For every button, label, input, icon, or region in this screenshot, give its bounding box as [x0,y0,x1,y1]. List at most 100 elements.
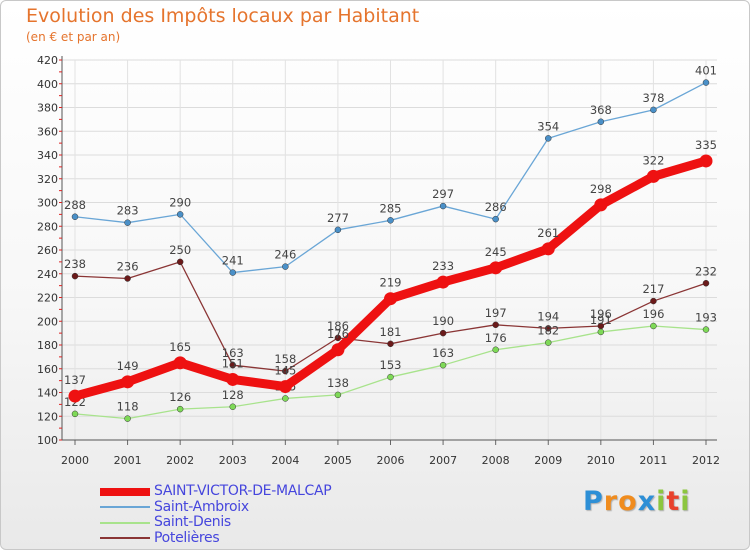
y-tick-label: 200 [37,315,58,328]
chart-subtitle: (en € et par an) [26,30,121,44]
x-tick-label: 2010 [587,454,615,467]
data-point [173,356,187,370]
data-point [436,275,450,289]
data-point [646,169,660,183]
y-tick-label: 240 [37,268,58,281]
data-point [699,154,713,168]
data-label: 163 [222,346,244,360]
y-tick-label: 260 [37,244,58,257]
logo-letter: t [666,486,681,517]
data-label: 219 [380,276,402,290]
data-label: 182 [537,324,559,338]
data-label: 368 [590,103,612,117]
data-point [541,242,555,256]
legend-swatch [100,487,150,496]
legend-label: Saint-Ambroix [154,498,249,515]
data-label: 128 [222,388,244,402]
x-tick-label: 2005 [324,454,352,467]
x-tick-label: 2011 [639,454,667,467]
data-label: 118 [117,400,139,414]
y-tick-label: 380 [37,102,58,115]
data-point [124,415,131,422]
data-point [650,297,657,305]
data-point [176,211,184,218]
x-tick-label: 2006 [377,454,405,467]
logo-letter: r [603,486,619,517]
series-poteli-res: 238 236 250 163 158 186 181 190 197 194 196 217 232 [64,243,717,375]
data-label: 158 [274,352,296,366]
legend-swatch [100,506,150,509]
data-label: 261 [537,226,559,240]
x-tick-label: 2002 [166,454,194,467]
data-point [334,391,342,399]
data-point [71,410,79,418]
data-label: 290 [169,195,191,209]
logo-letter: i [656,486,667,517]
data-point [594,198,608,212]
chart-title: Evolution des Impôts locaux par Habitant [26,5,420,27]
data-label: 197 [485,306,507,320]
logo-letter: o [618,486,638,517]
data-label: 126 [169,390,191,404]
y-tick-label: 320 [37,173,58,186]
data-label: 322 [642,153,664,167]
data-point [334,334,342,342]
y-tick-label: 420 [37,54,58,67]
data-label: 283 [117,204,139,218]
x-tick-label: 2004 [271,454,299,467]
y-tick-label: 120 [37,410,58,423]
data-point [492,321,499,329]
data-label: 165 [169,340,191,354]
y-tick-label: 180 [37,339,58,352]
data-label: 245 [485,245,507,259]
data-point [282,263,289,270]
data-label: 232 [695,264,717,278]
data-label: 151 [222,356,244,370]
data-label: 176 [485,331,507,345]
data-point [229,361,236,369]
logo-letter: x [637,486,657,517]
data-label: 286 [485,200,507,214]
data-point [282,367,289,375]
data-point [124,219,131,226]
data-label: 163 [432,346,454,360]
data-point [121,375,135,389]
data-label: 297 [432,187,454,201]
data-label: 246 [274,248,296,262]
data-point [71,272,79,280]
data-label: 190 [432,314,454,328]
data-label: 194 [537,309,559,323]
data-label: 354 [537,119,559,133]
data-point [176,258,184,266]
data-label: 238 [64,257,86,271]
data-point [492,215,499,223]
data-point [387,217,394,224]
logo-letter: i [680,486,691,517]
data-label: 241 [222,254,244,268]
y-tick-label: 140 [37,387,58,400]
data-label: 181 [380,325,402,339]
data-point [650,322,657,330]
data-label: 193 [695,311,717,325]
y-tick-label: 100 [37,434,58,447]
data-point [702,280,710,287]
data-point [492,346,499,353]
data-point [176,405,184,413]
data-label: 285 [380,201,402,215]
data-label: 378 [642,91,664,105]
legend-label: SAINT-VICTOR-DE-MALCAP [154,483,332,499]
x-tick-label: 2000 [61,454,89,467]
data-point [71,213,79,220]
data-point [68,389,82,403]
data-label: 196 [642,307,664,321]
data-label: 153 [380,358,402,372]
x-tick-label: 2009 [534,454,562,467]
data-label: 196 [590,307,612,321]
y-tick-label: 160 [37,363,58,376]
y-tick-label: 400 [37,78,58,91]
data-label: 191 [590,313,612,327]
data-label: 401 [695,64,717,78]
data-point [331,343,345,357]
data-label: 298 [590,182,612,196]
